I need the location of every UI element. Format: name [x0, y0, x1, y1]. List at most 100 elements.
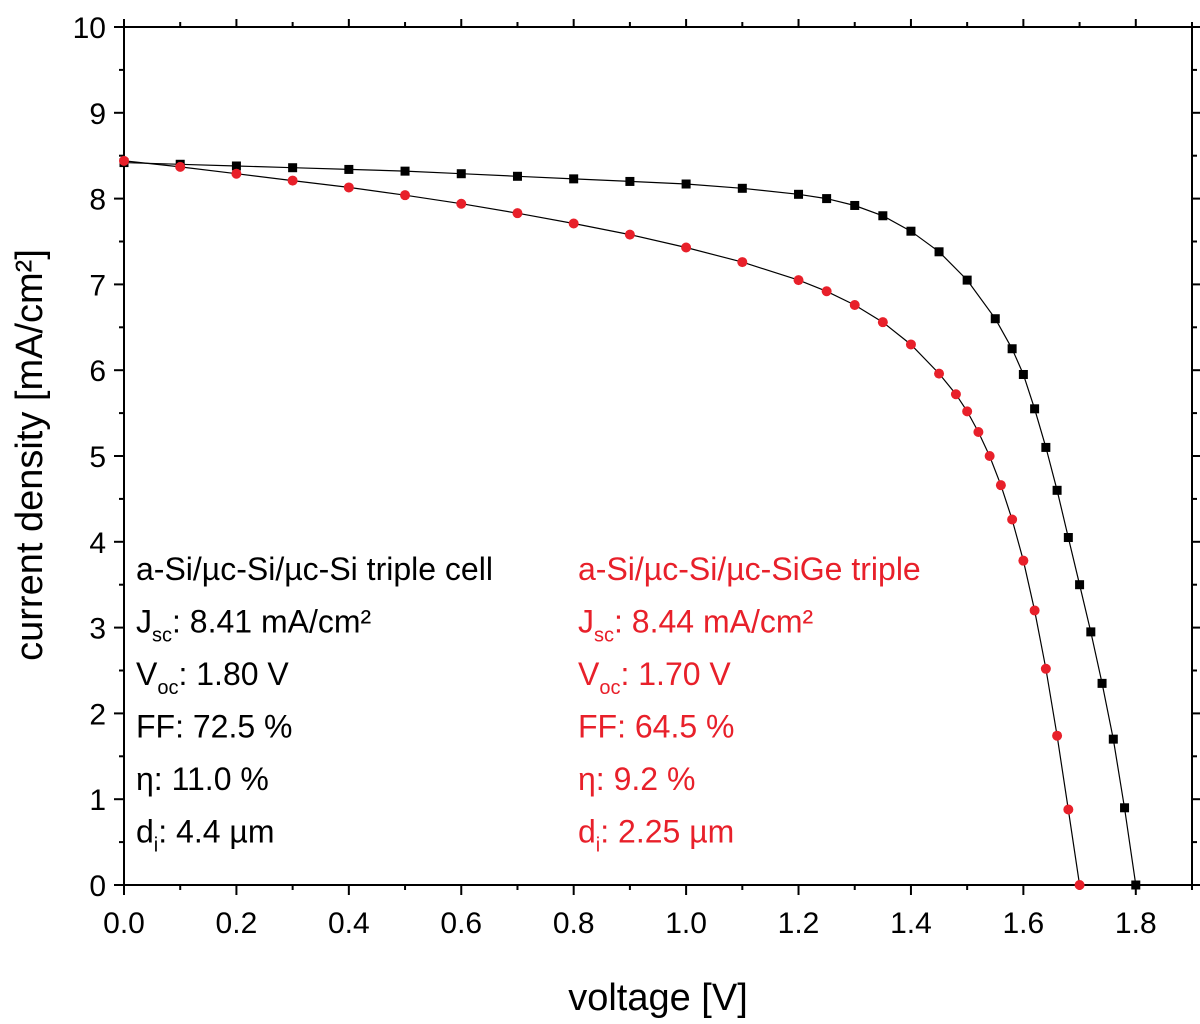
data-point: [1063, 533, 1073, 543]
annotation-main: FF: 64.5 %: [578, 709, 735, 745]
x-tick-label: 0.4: [328, 907, 370, 940]
annotation-main: J: [136, 604, 152, 640]
data-point: [456, 198, 467, 209]
data-point: [1120, 803, 1130, 813]
data-point: [1063, 804, 1074, 815]
data-point: [1097, 678, 1107, 688]
data-point: [1075, 580, 1085, 590]
data-point: [822, 194, 832, 204]
data-point: [512, 171, 522, 181]
y-tick-label: 0: [89, 870, 106, 903]
annotation-rest: : 1.80 V: [178, 656, 289, 692]
data-point: [456, 169, 466, 179]
y-tick-label: 4: [89, 527, 106, 560]
x-tick-label: 0.2: [216, 907, 258, 940]
annotation-rest: : 2.25 µm: [600, 814, 734, 850]
data-point: [1007, 514, 1018, 525]
data-point: [1086, 627, 1096, 637]
series-layer: [119, 155, 1141, 890]
data-point: [569, 174, 579, 184]
series-fit-line: [123, 160, 1081, 886]
x-tick-label: 0.0: [103, 907, 145, 940]
annotation-line: FF: 72.5 %: [136, 709, 293, 745]
data-point: [990, 314, 1000, 324]
data-point: [1108, 734, 1118, 744]
annotation-subscript: sc: [152, 625, 172, 647]
annotation-main: V: [578, 656, 600, 692]
annotation-line: Voc: 1.70 V: [578, 656, 731, 699]
data-point: [737, 257, 748, 268]
data-point: [681, 242, 692, 253]
y-axis-title: current density [mA/cm²]: [9, 249, 51, 661]
annotation-main: η: 11.0 %: [136, 761, 269, 797]
data-point: [119, 155, 129, 166]
data-point: [934, 368, 945, 379]
data-point: [681, 179, 691, 189]
data-point: [962, 406, 973, 417]
annotation-main: FF: 72.5 %: [136, 709, 293, 745]
data-point: [1131, 880, 1141, 890]
annotation-rest: : 4.4 µm: [158, 814, 274, 850]
data-point: [400, 190, 411, 201]
data-point: [1030, 404, 1040, 414]
plot-frame: [123, 26, 1193, 886]
data-point: [821, 286, 832, 297]
data-point: [624, 229, 635, 240]
data-point: [984, 451, 995, 461]
data-point: [973, 426, 984, 437]
annotation-main: J: [578, 604, 594, 640]
annotation-line: Jsc: 8.44 mA/cm²: [578, 604, 814, 647]
annotation-title: a-Si/µc-Si/µc-SiGe triple: [578, 551, 921, 587]
annotation-line: Voc: 1.80 V: [136, 656, 289, 699]
annotation-main: η: 9.2 %: [578, 761, 695, 797]
y-tick-label: 8: [89, 184, 106, 217]
x-axis: 0.0 0.2 0.4 0.6 0.8 1.0 1.2 1.4 1.6 1.8: [103, 19, 1193, 940]
data-point: [794, 189, 804, 199]
data-point: [287, 175, 298, 186]
data-point: [934, 247, 944, 257]
annotation-block-1: a-Si/µc-Si/µc-Si triple cell Jsc: 8.41 mA…: [136, 551, 493, 857]
series-fit-line: [123, 162, 1137, 886]
data-point: [400, 166, 410, 176]
data-point: [878, 211, 888, 221]
x-tick-label: 0.8: [553, 907, 595, 940]
data-point: [906, 226, 916, 236]
data-point: [343, 182, 354, 193]
data-point: [512, 208, 523, 219]
data-point: [231, 168, 242, 179]
annotation-line: η: 9.2 %: [578, 761, 695, 797]
data-point: [1040, 663, 1051, 674]
data-point: [877, 317, 888, 328]
x-axis-title: voltage [V]: [568, 977, 748, 1019]
annotation-subscript: oc: [157, 677, 178, 699]
annotation-main: d: [578, 814, 596, 850]
data-point: [1052, 485, 1062, 495]
annotation-subscript: oc: [599, 677, 620, 699]
annotation-line: di: 2.25 µm: [578, 814, 734, 857]
data-point: [231, 161, 241, 171]
annotation-main: V: [136, 656, 158, 692]
y-tick-label: 1: [89, 784, 106, 817]
data-point: [950, 389, 961, 400]
data-point: [850, 200, 860, 210]
plot-border: [123, 26, 1193, 886]
data-point: [1052, 730, 1063, 741]
series-red-circles: [119, 155, 1085, 890]
annotation-line: Jsc: 8.41 mA/cm²: [136, 604, 372, 647]
data-point: [737, 183, 747, 193]
data-point: [1018, 369, 1028, 379]
data-point: [568, 218, 579, 229]
annotation-rest: : 1.70 V: [620, 656, 731, 692]
x-tick-label: 1.8: [1115, 907, 1157, 940]
x-tick-label: 1.6: [1003, 907, 1045, 940]
x-tick-label: 1.4: [890, 907, 932, 940]
annotation-subscript: sc: [594, 625, 614, 647]
y-tick-label: 2: [89, 698, 106, 731]
annotation-subscript: i: [154, 835, 158, 857]
data-point: [1007, 344, 1017, 354]
annotation-main: d: [136, 814, 154, 850]
data-point: [905, 339, 916, 350]
annotation-line: di: 4.4 µm: [136, 814, 275, 857]
